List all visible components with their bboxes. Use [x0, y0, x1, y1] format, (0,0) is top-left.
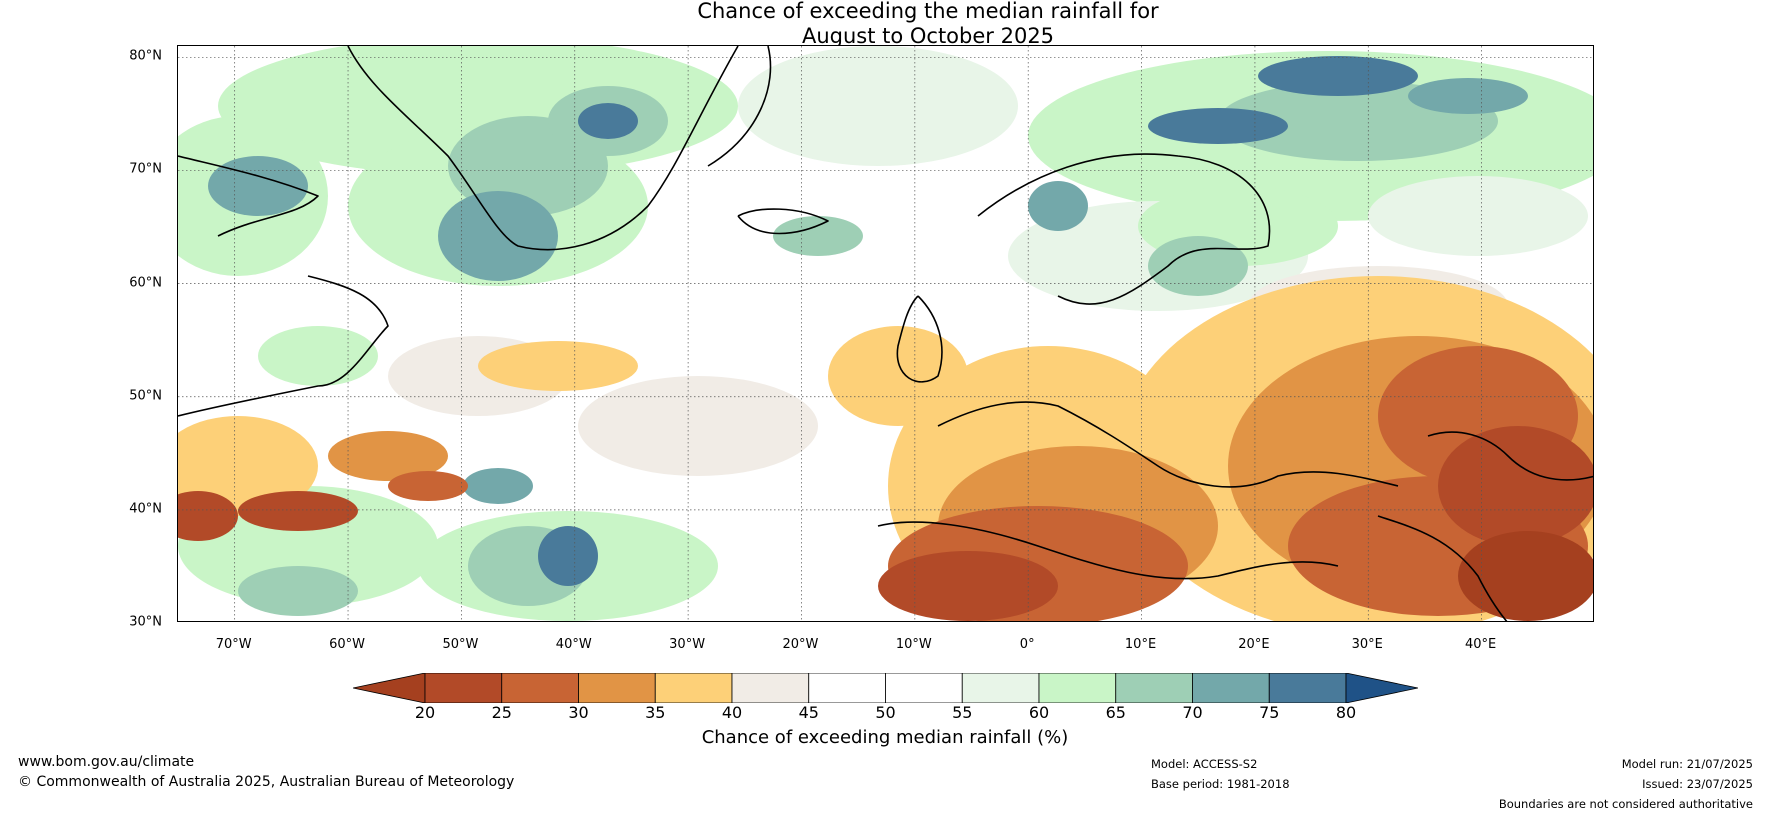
- lat-tick-label: 70°N: [129, 161, 162, 177]
- title-line-2: August to October 2025: [801, 24, 1055, 48]
- coastline: [178, 155, 319, 237]
- colorbar-segment: [731, 673, 810, 703]
- map-canvas: [178, 46, 1593, 621]
- probability-area: [773, 216, 863, 256]
- lon-tick-label: 30°W: [669, 637, 706, 652]
- lon-tick-label: 60°W: [329, 637, 365, 652]
- lat-tick-label: 30°N: [129, 614, 162, 630]
- probability-area: [1148, 108, 1288, 144]
- colorbar-tick-label: 50: [875, 703, 896, 722]
- model-run-date: Model run: 21/07/2025: [1621, 757, 1753, 771]
- colorbar-segment: [578, 673, 656, 703]
- rainfall-map: [177, 45, 1594, 622]
- colorbar-tick-label: 30: [568, 703, 589, 722]
- coastline: [707, 46, 772, 167]
- lon-tick-label: 70°W: [215, 637, 252, 652]
- probability-area: [388, 471, 468, 501]
- issued-date: Issued: 23/07/2025: [1642, 777, 1753, 791]
- coastline: [937, 401, 1399, 488]
- colorbar-segment: [424, 673, 503, 703]
- boundary-disclaimer: Boundaries are not considered authoritat…: [1498, 797, 1753, 811]
- lat-tick-label: 50°N: [129, 388, 162, 404]
- probability-area: [1148, 236, 1248, 296]
- probability-area: [578, 376, 818, 476]
- probability-area: [738, 46, 1018, 166]
- lon-tick-label: 20°E: [1238, 637, 1270, 652]
- probability-area: [1368, 176, 1588, 256]
- coastline: [896, 295, 943, 383]
- copyright-text: © Commonwealth of Australia 2025, Austra…: [18, 774, 515, 790]
- colorbar-segment: [1038, 673, 1117, 703]
- lon-tick-label: 10°E: [1124, 637, 1157, 652]
- model-name: Model: ACCESS-S2: [1151, 757, 1258, 771]
- colorbar-segment: [654, 673, 733, 703]
- coastline: [1377, 515, 1508, 621]
- colorbar-segment: [885, 673, 963, 703]
- colorbar-label: Chance of exceeding median rainfall (%): [701, 727, 1069, 748]
- base-period: Base period: 1981-2018: [1151, 777, 1290, 791]
- colorbar-segment: [501, 673, 579, 703]
- colorbar-segment: [1115, 673, 1193, 703]
- lon-tick-label: 20°W: [782, 637, 819, 652]
- lon-tick-label: 0°: [1019, 637, 1035, 652]
- lat-tick-label: 40°N: [129, 501, 162, 517]
- colorbar-tick-label: 75: [1259, 703, 1280, 722]
- coastline: [737, 208, 829, 235]
- colorbar-tick-label: 80: [1335, 703, 1357, 722]
- colorbar-segment: [961, 673, 1040, 703]
- probability-area: [1458, 531, 1593, 621]
- lon-tick-label: 50°W: [442, 637, 479, 652]
- probability-area: [438, 191, 558, 281]
- colorbar-tick-label: 45: [798, 703, 819, 722]
- lon-tick-label: 40°E: [1464, 637, 1497, 652]
- colorbar-tick-label: 70: [1182, 703, 1203, 722]
- probability-area: [578, 103, 638, 139]
- colorbar-segment: [1268, 673, 1347, 703]
- probability-area: [258, 326, 378, 386]
- colorbar-tick-label: 40: [721, 703, 743, 722]
- colorbar-tick-label: 60: [1028, 703, 1050, 722]
- probability-area: [178, 491, 238, 541]
- probability-area: [1258, 56, 1418, 96]
- colorbar-tick-label: 35: [645, 703, 666, 722]
- lat-tick-label: 60°N: [129, 275, 162, 291]
- colorbar-segment: [1192, 673, 1270, 703]
- colorbar-segment: [808, 673, 886, 703]
- website-link[interactable]: www.bom.gov.au/climate: [18, 754, 195, 770]
- colorbar-tick-label: 20: [414, 703, 436, 722]
- probability-area: [538, 526, 598, 586]
- probability-area: [238, 491, 358, 531]
- probability-area: [463, 468, 533, 504]
- probability-area: [1438, 426, 1593, 546]
- probability-area: [1028, 181, 1088, 231]
- probability-area: [1408, 78, 1528, 114]
- title-line-1: Chance of exceeding the median rainfall …: [697, 0, 1159, 23]
- lon-tick-label: 10°W: [895, 637, 932, 652]
- colorbar-tick-label: 65: [1105, 703, 1126, 722]
- probability-area: [878, 551, 1058, 621]
- colorbar: [353, 673, 1418, 703]
- coastline: [877, 521, 1339, 580]
- colorbar-tick-label: 55: [952, 703, 973, 722]
- coastline: [347, 46, 739, 251]
- probability-area: [178, 416, 318, 516]
- probability-area: [478, 341, 638, 391]
- coastline: [977, 153, 1271, 305]
- probability-area: [328, 431, 448, 481]
- probability-area: [208, 156, 308, 216]
- lon-tick-label: 40°W: [555, 637, 592, 652]
- lon-tick-label: 30°E: [1351, 637, 1383, 652]
- colorbar-tick-label: 25: [491, 703, 512, 722]
- colorbar-max-arrow: [1345, 673, 1418, 703]
- colorbar-min-arrow: [353, 673, 426, 703]
- coastline: [1427, 431, 1593, 481]
- probability-area: [238, 566, 358, 616]
- coastline: [178, 275, 389, 417]
- map-title: Chance of exceeding the median rainfall …: [0, 0, 1770, 49]
- probability-area: [828, 326, 968, 426]
- lat-tick-label: 80°N: [129, 48, 162, 64]
